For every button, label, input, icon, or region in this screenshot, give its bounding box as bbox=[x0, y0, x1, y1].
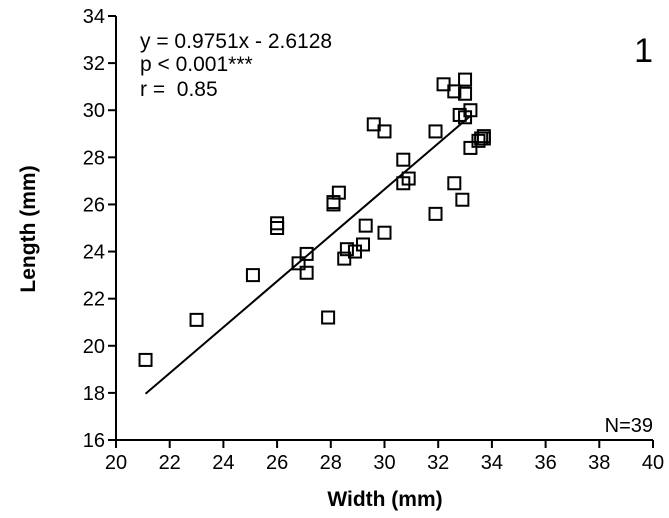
data-points bbox=[140, 74, 490, 366]
regression-line-group bbox=[146, 116, 471, 394]
data-point bbox=[379, 227, 391, 239]
x-tick-label: 36 bbox=[534, 452, 556, 474]
data-point bbox=[430, 208, 442, 220]
y-tick-label: 32 bbox=[83, 53, 105, 75]
y-tick-label: 18 bbox=[83, 383, 105, 405]
data-point bbox=[191, 314, 203, 326]
data-point bbox=[448, 177, 460, 189]
x-tick-label: 28 bbox=[320, 452, 342, 474]
y-tick-label: 20 bbox=[83, 336, 105, 358]
data-point bbox=[271, 222, 283, 234]
x-tick-label: 24 bbox=[212, 452, 234, 474]
x-tick-label: 26 bbox=[266, 452, 288, 474]
data-point bbox=[397, 154, 409, 166]
data-point bbox=[322, 312, 334, 324]
y-axis-ticks: 16 18 20 22 24 26 28 30 32 34 bbox=[83, 6, 116, 452]
y-tick-label: 16 bbox=[83, 430, 105, 452]
data-point bbox=[271, 217, 283, 229]
x-axis-title: Width (mm) bbox=[327, 488, 442, 511]
x-tick-label: 30 bbox=[373, 452, 395, 474]
x-tick-label: 40 bbox=[642, 452, 664, 474]
y-tick-label: 30 bbox=[83, 100, 105, 122]
y-tick-label: 28 bbox=[83, 147, 105, 169]
data-point bbox=[247, 269, 259, 281]
equation-annotation: y = 0.9751x - 2.6128 bbox=[140, 30, 332, 53]
x-tick-label: 38 bbox=[588, 452, 610, 474]
y-tick-label: 34 bbox=[83, 6, 105, 28]
x-axis-ticks: 20 22 24 26 28 30 32 34 36 38 40 bbox=[105, 440, 664, 474]
x-tick-label: 22 bbox=[159, 452, 181, 474]
data-point bbox=[456, 194, 468, 206]
y-tick-label: 24 bbox=[83, 242, 105, 264]
y-tick-label: 26 bbox=[83, 194, 105, 216]
data-point bbox=[430, 125, 442, 137]
sample-size-label: N=39 bbox=[605, 415, 653, 437]
panel-label: 1 bbox=[634, 32, 653, 70]
data-point bbox=[140, 354, 152, 366]
y-tick-label: 22 bbox=[83, 289, 105, 311]
data-point bbox=[459, 74, 471, 86]
x-tick-label: 34 bbox=[481, 452, 503, 474]
x-tick-label: 20 bbox=[105, 452, 127, 474]
x-tick-label: 32 bbox=[427, 452, 449, 474]
r-value-annotation: r = 0.85 bbox=[140, 78, 218, 101]
regression-line bbox=[146, 116, 471, 394]
data-point bbox=[360, 220, 372, 232]
p-value-annotation: p < 0.001*** bbox=[140, 53, 253, 76]
y-axis-title: Length (mm) bbox=[17, 165, 40, 292]
data-point bbox=[357, 238, 369, 250]
